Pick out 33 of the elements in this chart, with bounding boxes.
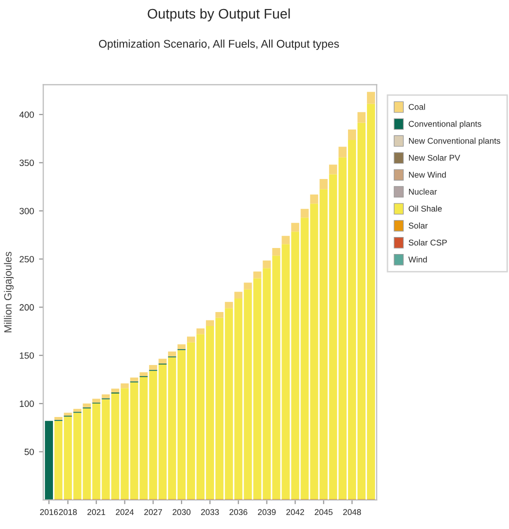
chart-subtitle: Optimization Scenario, All Fuels, All Output types [98, 40, 339, 50]
y-tick-label: 150 [20, 352, 34, 359]
legend-label: New Wind [409, 172, 446, 178]
x-tick-label: 2048 [343, 509, 361, 516]
x-tick-label: 2039 [258, 509, 276, 516]
y-tick-label: 400 [19, 111, 34, 118]
y-tick-label: 100 [20, 400, 34, 407]
legend-label: Solar CSP [408, 239, 447, 246]
y-tick-label: 200 [20, 304, 34, 311]
x-tick-label: 2018 [59, 509, 77, 516]
legend-label: Solar [408, 222, 428, 229]
legend-label: Conventional plants [408, 120, 482, 128]
x-tick-label: 2024 [116, 509, 134, 516]
x-tick-label: 2016 [40, 509, 58, 516]
x-tick-label: 2021 [87, 509, 106, 516]
x-tick-label: 2027 [144, 509, 162, 516]
legend-label: Oil Shale [408, 205, 442, 212]
y-tick-label: 250 [20, 256, 34, 262]
legend-label: New Solar PV [409, 154, 460, 161]
y-tick-label: 50 [24, 448, 34, 456]
chart-title: Outputs by Output Fuel [148, 8, 290, 22]
x-tick-label: 2033 [201, 509, 219, 516]
legend-label: Wind [408, 256, 427, 262]
x-tick-label: 2036 [230, 509, 248, 516]
x-tick-label: 2045 [314, 509, 333, 516]
x-tick-label: 2030 [172, 509, 190, 516]
y-tick-label: 300 [20, 208, 34, 214]
y-axis-title: Million Gigajoules [4, 252, 14, 332]
legend-label: Nuclear [409, 188, 437, 195]
y-tick-label: 350 [20, 160, 34, 166]
x-tick-label: 2042 [286, 509, 304, 516]
legend-label: New Conventional plants [409, 138, 500, 146]
legend-label: Coal [408, 104, 425, 110]
